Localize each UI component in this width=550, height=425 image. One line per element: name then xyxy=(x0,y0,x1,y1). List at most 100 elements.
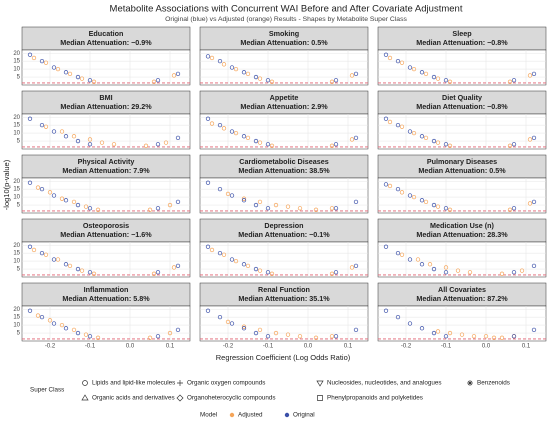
point xyxy=(313,335,319,340)
point xyxy=(87,78,93,83)
facet-title: Appetite xyxy=(270,93,299,102)
point xyxy=(175,327,181,333)
point xyxy=(399,60,405,65)
point xyxy=(75,138,81,144)
facet-title: Education xyxy=(89,29,124,38)
facet-title: Sleep xyxy=(452,29,472,38)
panel xyxy=(199,113,369,150)
legend-symbol xyxy=(316,380,324,387)
point xyxy=(447,79,453,84)
point xyxy=(87,334,93,339)
legend-title: Model xyxy=(200,412,217,419)
facet-subtitle: Median Attenuation: −0.1% xyxy=(238,230,330,239)
point xyxy=(241,262,247,267)
point xyxy=(435,140,441,145)
point xyxy=(47,190,53,195)
facet-subtitle: Median Attenuation: −1.6% xyxy=(60,230,152,239)
point xyxy=(265,206,271,211)
point xyxy=(221,126,227,131)
point xyxy=(443,78,449,83)
point xyxy=(269,143,275,148)
point xyxy=(435,204,441,209)
point xyxy=(27,52,33,57)
point xyxy=(411,66,417,72)
point xyxy=(435,76,441,81)
point xyxy=(205,244,211,249)
point xyxy=(253,202,259,208)
point xyxy=(79,268,85,273)
point xyxy=(87,142,93,147)
point xyxy=(265,78,271,83)
point xyxy=(233,66,239,72)
point xyxy=(395,122,401,128)
point xyxy=(51,321,57,326)
point xyxy=(205,180,211,185)
point xyxy=(229,65,235,70)
point xyxy=(443,334,449,339)
point xyxy=(459,332,465,337)
facet-title: Inflammation xyxy=(84,285,129,294)
point xyxy=(415,257,421,262)
point xyxy=(407,65,413,70)
x-axis-label: Regression Coefficient (Log Odds Ratio) xyxy=(216,353,351,362)
panel xyxy=(377,113,547,150)
point xyxy=(43,60,49,65)
point xyxy=(205,308,211,313)
panel xyxy=(377,49,547,86)
point xyxy=(71,134,77,139)
point xyxy=(87,270,93,275)
point xyxy=(63,134,69,139)
point xyxy=(349,137,355,142)
point xyxy=(39,250,45,256)
point xyxy=(91,79,97,84)
point xyxy=(111,142,117,147)
point xyxy=(257,327,263,333)
point xyxy=(419,134,425,139)
legend-symbol xyxy=(317,395,323,401)
point xyxy=(241,198,247,203)
point xyxy=(269,79,275,84)
point xyxy=(241,70,247,75)
facet-title: BMI xyxy=(99,93,112,102)
point xyxy=(39,314,45,320)
point xyxy=(83,332,89,337)
point xyxy=(353,71,359,77)
point xyxy=(245,71,251,77)
x-tick-label: -0.1 xyxy=(85,344,96,350)
point xyxy=(205,54,211,59)
point xyxy=(27,116,33,121)
point xyxy=(175,135,181,141)
point xyxy=(333,270,339,275)
point xyxy=(253,74,259,80)
x-tick-label: 0.0 xyxy=(482,344,491,350)
point xyxy=(75,266,81,272)
point xyxy=(257,140,263,145)
y-tick-label: 20 xyxy=(13,51,20,57)
point xyxy=(95,207,101,212)
facet-subtitle: Median Attenuation: 28.3% xyxy=(416,230,508,239)
point xyxy=(399,252,405,257)
point xyxy=(435,329,441,334)
point xyxy=(75,330,81,336)
point xyxy=(209,121,215,126)
point xyxy=(27,180,33,185)
point xyxy=(257,76,263,81)
legend-symbol xyxy=(229,412,235,418)
point xyxy=(265,334,271,339)
point xyxy=(527,201,533,206)
y-tick-label: 10 xyxy=(13,323,20,329)
point xyxy=(31,55,37,61)
point xyxy=(383,308,389,313)
point xyxy=(91,271,97,276)
point xyxy=(217,186,223,192)
facet-subtitle: Median Attenuation: 38.5% xyxy=(238,166,330,175)
y-tick-label: 10 xyxy=(13,131,20,137)
point xyxy=(349,265,355,270)
point xyxy=(245,135,251,141)
facet-subtitle: Median Attenuation: 5.8% xyxy=(62,294,150,303)
legend-symbol xyxy=(284,412,290,418)
point xyxy=(67,263,73,269)
x-tick-label: -0.2 xyxy=(45,344,56,350)
chart-title: Metabolite Associations with Concurrent … xyxy=(110,4,463,15)
point xyxy=(329,334,335,339)
